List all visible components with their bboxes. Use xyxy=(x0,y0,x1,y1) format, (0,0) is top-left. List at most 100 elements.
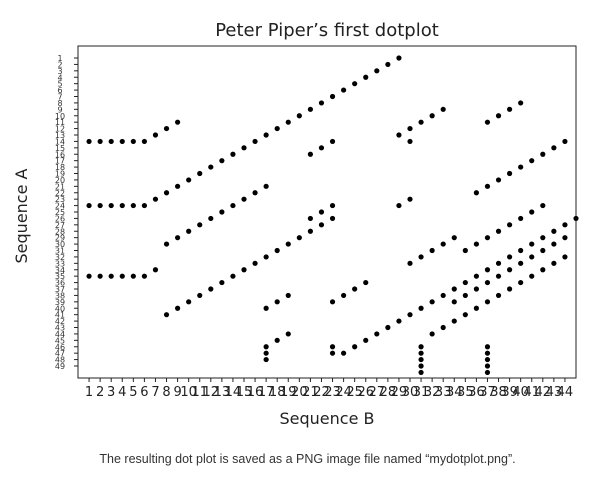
data-point xyxy=(551,145,557,151)
x-tick-label: 19 xyxy=(280,385,297,400)
data-point xyxy=(418,119,424,125)
data-point xyxy=(141,138,147,145)
data-point xyxy=(208,164,214,170)
data-point xyxy=(307,106,313,112)
y-tick-label: 44 xyxy=(55,330,65,339)
x-tick-label: 13 xyxy=(214,385,231,400)
data-point xyxy=(418,356,424,363)
x-tick-label: 37 xyxy=(479,385,496,400)
data-point xyxy=(429,299,435,305)
data-point xyxy=(285,331,291,337)
x-tick-label: 1 xyxy=(85,385,93,400)
data-point xyxy=(141,202,147,209)
data-point xyxy=(307,215,313,222)
data-point xyxy=(540,267,546,273)
data-point xyxy=(418,363,424,369)
data-point xyxy=(551,260,557,266)
data-point xyxy=(363,279,369,286)
x-tick-label: 7 xyxy=(151,385,159,400)
y-tick-label: 23 xyxy=(55,195,65,204)
data-point xyxy=(252,260,258,266)
data-point xyxy=(396,318,402,324)
data-point xyxy=(385,324,391,331)
data-point xyxy=(518,215,524,222)
x-tick-label: 38 xyxy=(490,385,507,400)
data-point xyxy=(507,170,513,177)
data-point xyxy=(374,68,380,74)
y-tick-label: 37 xyxy=(55,285,65,294)
x-tick-label: 2 xyxy=(96,385,104,400)
data-point xyxy=(462,247,468,254)
data-point xyxy=(562,138,568,145)
data-point xyxy=(197,170,203,177)
data-point xyxy=(97,202,103,209)
data-point xyxy=(407,138,413,145)
data-point xyxy=(484,279,491,286)
data-point xyxy=(407,196,413,202)
data-point xyxy=(230,151,236,157)
y-tick-label: 24 xyxy=(55,202,65,211)
data-point xyxy=(230,202,236,209)
y-tick-label: 32 xyxy=(55,253,65,262)
data-point xyxy=(518,247,524,254)
y-tick-label: 17 xyxy=(55,157,65,166)
data-point xyxy=(484,183,491,189)
data-point xyxy=(318,145,325,151)
data-point xyxy=(230,273,236,279)
data-point xyxy=(163,125,170,132)
x-tick-label: 18 xyxy=(269,385,286,400)
x-tick-label: 29 xyxy=(391,385,408,400)
y-tick-label: 28 xyxy=(55,227,65,236)
data-point xyxy=(86,202,92,209)
data-point xyxy=(97,273,103,279)
data-point xyxy=(252,190,258,196)
data-point xyxy=(518,164,524,170)
data-point xyxy=(252,138,258,145)
data-point xyxy=(197,292,203,299)
x-tick-label: 9 xyxy=(173,385,181,400)
data-point xyxy=(86,138,92,145)
data-point xyxy=(429,331,435,337)
data-point xyxy=(529,158,535,164)
data-point xyxy=(119,202,125,209)
data-point xyxy=(385,61,391,68)
data-point xyxy=(440,106,446,112)
data-point xyxy=(440,324,446,331)
figure-caption: The resulting dot plot is saved as a PNG… xyxy=(99,452,516,466)
data-point xyxy=(396,55,402,61)
x-tick-label: 6 xyxy=(140,385,148,400)
data-point xyxy=(186,299,192,305)
y-tick-label: 13 xyxy=(55,131,65,140)
data-point xyxy=(274,337,280,343)
x-tick-label: 10 xyxy=(180,385,197,400)
data-point xyxy=(573,215,579,222)
data-point xyxy=(219,209,225,215)
y-tick-label: 11 xyxy=(55,118,65,127)
data-point xyxy=(562,254,568,260)
y-tick-label: 2 xyxy=(57,60,62,69)
data-point xyxy=(396,132,402,138)
y-tick-label: 30 xyxy=(55,240,65,249)
y-tick-label: 40 xyxy=(55,304,65,313)
data-point xyxy=(473,190,479,196)
data-point xyxy=(263,356,269,363)
y-tick-label: 7 xyxy=(57,93,62,102)
x-tick-label: 32 xyxy=(424,385,441,400)
data-point xyxy=(108,138,114,145)
y-tick-label: 1 xyxy=(57,54,62,63)
x-tick-label: 3 xyxy=(107,385,115,400)
x-tick-label: 44 xyxy=(557,385,574,400)
data-point xyxy=(484,119,491,125)
data-point xyxy=(263,132,269,138)
y-tick-label: 15 xyxy=(55,144,65,153)
dotplot-figure: Peter Piper’s first dotplot 1 2 3 4 5 6 7 8 9 10 1… xyxy=(12,20,579,428)
y-tick-label: 48 xyxy=(55,356,65,365)
x-tick-label: 39 xyxy=(501,385,518,400)
data-point xyxy=(440,241,446,247)
data-point xyxy=(263,305,269,311)
y-tick-label: 25 xyxy=(55,208,65,217)
x-tick-label: 26 xyxy=(357,385,374,400)
data-point xyxy=(296,113,302,119)
data-point xyxy=(507,254,513,260)
x-tick-label: 31 xyxy=(413,385,430,400)
